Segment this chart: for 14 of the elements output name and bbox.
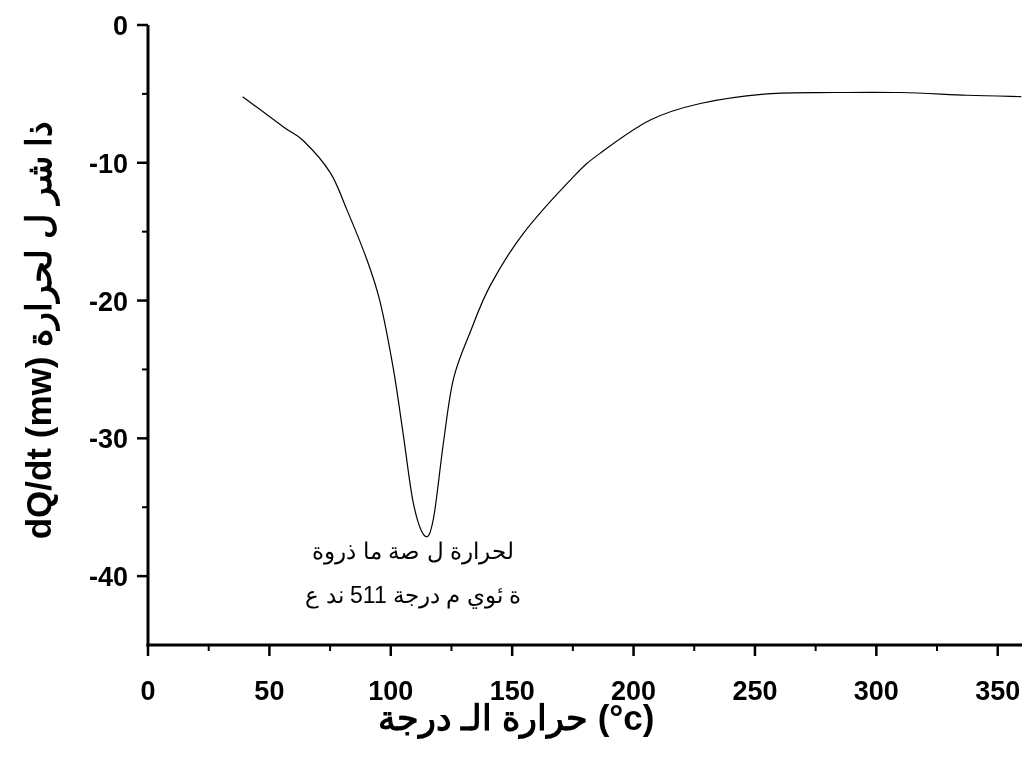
x-tick-label: 250 bbox=[732, 676, 778, 706]
x-tick-label: 0 bbox=[140, 676, 156, 706]
x-tick-label: 350 bbox=[975, 676, 1021, 706]
y-tick-label: -10 bbox=[88, 148, 128, 179]
y-tick-label: -20 bbox=[88, 286, 128, 317]
y-tick-label: -40 bbox=[88, 562, 128, 593]
x-tick-label: 100 bbox=[368, 676, 414, 706]
x-tick-label: 300 bbox=[853, 676, 899, 706]
x-tick-label: 50 bbox=[254, 676, 285, 706]
line-series bbox=[242, 91, 1022, 537]
y-tick-label: 0 bbox=[112, 11, 128, 41]
y-tick-label: -30 bbox=[88, 424, 128, 455]
annotation: ذروة ما صة ل لحرارة bbox=[312, 540, 515, 564]
x-tick-label: 150 bbox=[489, 676, 535, 706]
